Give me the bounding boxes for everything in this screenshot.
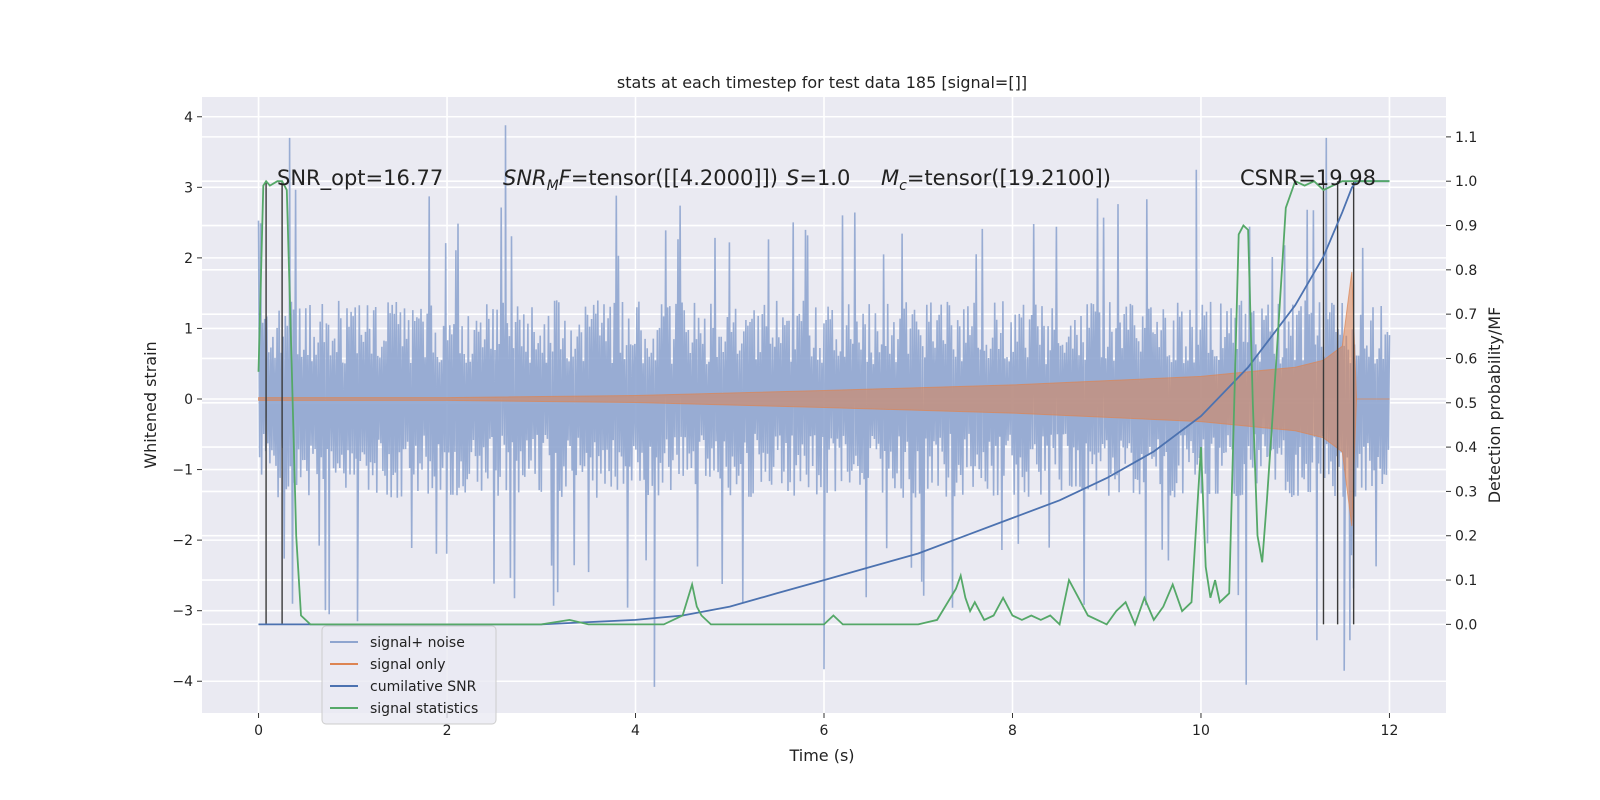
y-right-tick-label: 0.3 — [1455, 484, 1477, 500]
annotation-s-value: =1.0 — [799, 166, 850, 190]
y-left-tick-label: 3 — [184, 180, 193, 196]
y-left-tick-label: 1 — [184, 321, 193, 337]
y-left-tick-label: −3 — [172, 604, 193, 620]
annotation-mc-sub: c — [899, 178, 907, 194]
y-right-axis-label: Detection probability/MF — [1485, 307, 1504, 504]
annotation-snr-mf-name: SNR — [503, 166, 547, 190]
y-right-tick-label: 0.5 — [1455, 396, 1477, 412]
legend-label: signal only — [370, 657, 445, 673]
y-left-tick-label: −4 — [172, 674, 193, 690]
series-cumulative-snr — [258, 180, 1390, 626]
legend-label: cumilative SNR — [370, 679, 477, 695]
y-right-tick-label: 0.6 — [1455, 351, 1477, 367]
chart-title: stats at each timestep for test data 185… — [617, 73, 1027, 92]
legend-label: signal statistics — [370, 701, 478, 717]
legend-label: signal+ noise — [370, 635, 465, 651]
y-left-tick-label: 2 — [184, 251, 193, 267]
y-right-tick-label: 0.4 — [1455, 440, 1477, 456]
legend-box — [321, 625, 497, 725]
y-left-tick-label: 0 — [184, 392, 193, 408]
annotation-snr-mf: SNRMF=tensor([[4.2000]]) — [503, 166, 778, 194]
annotation-csnr: CSNR=19.98 — [1240, 166, 1376, 190]
annotation-s-name: S — [786, 166, 799, 190]
annotation-snr-mf-f: F — [559, 166, 572, 190]
x-tick-label: 8 — [1008, 723, 1017, 739]
annotation-snr-opt: SNR_opt=16.77 — [277, 166, 443, 191]
series-signal-noise — [257, 125, 1391, 687]
x-tick-label: 4 — [631, 723, 640, 739]
y-left-tick-label: −2 — [172, 533, 193, 549]
y-right-tick-label: 0.7 — [1455, 307, 1477, 323]
series-signal-statistics — [257, 179, 1390, 627]
x-tick-label: 0 — [254, 723, 263, 739]
y-right-tick-label: 0.9 — [1455, 219, 1477, 235]
annotation-snr-mf-value: =tensor([[4.2000]]) — [571, 166, 778, 190]
annotation-mc-value: =tensor([19.2100]) — [907, 166, 1111, 190]
annotation-snr-mf-sub: M — [547, 178, 559, 194]
annotation-mc-name: M — [881, 166, 899, 190]
series-signal-only — [258, 271, 1390, 527]
y-right-tick-label: 0.2 — [1455, 529, 1477, 545]
y-right-tick-label: 0.0 — [1455, 617, 1477, 633]
annotation-s: S=1.0 — [786, 166, 850, 190]
y-left-axis-label: Whitened strain — [141, 341, 160, 468]
y-right-tick-label: 1.0 — [1455, 174, 1477, 190]
y-right-tick-label: 0.1 — [1455, 573, 1477, 589]
y-right-tick-label: 1.1 — [1455, 130, 1477, 146]
annotation-row: SNR_opt=16.77 SNRMF=tensor([[4.2000]]) S… — [277, 166, 1376, 194]
y-left-tick-label: 4 — [184, 110, 193, 126]
y-left-tick-label: −1 — [172, 463, 193, 479]
y-right-tick-label: 0.8 — [1455, 263, 1477, 279]
annotation-mc: Mc=tensor([19.2100]) — [881, 166, 1111, 194]
x-tick-label: 10 — [1192, 723, 1210, 739]
x-tick-label: 12 — [1381, 723, 1399, 739]
x-tick-label: 2 — [443, 723, 452, 739]
x-tick-label: 6 — [820, 723, 829, 739]
x-axis-label: Time (s) — [788, 746, 854, 765]
